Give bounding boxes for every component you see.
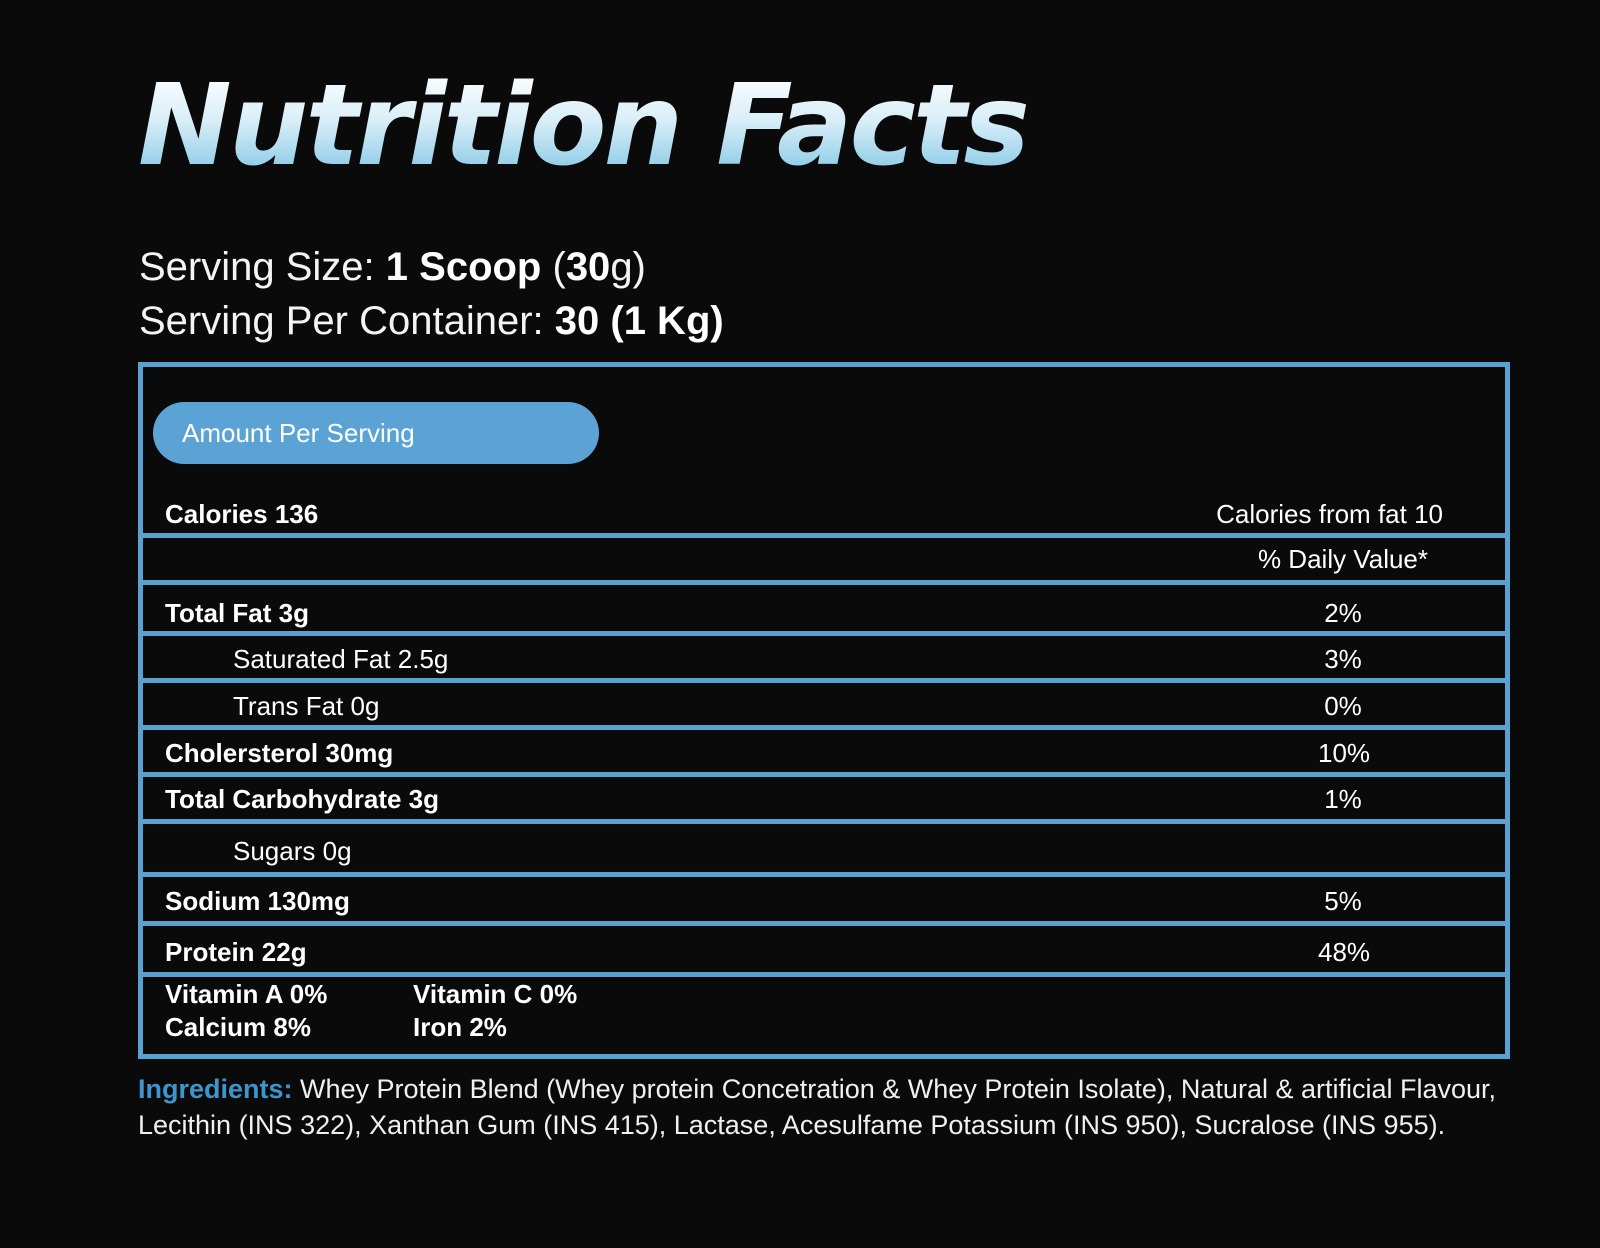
nutrition-panel: Amount Per Serving Calories 136 Calories… [138, 362, 1510, 1059]
serving-size-line: Serving Size: 1 Scoop (30g) [139, 240, 724, 294]
calcium: Calcium 8% [165, 1012, 311, 1042]
page-title: Nutrition Facts [138, 61, 1030, 191]
nutrient-label: Saturated Fat 2.5g [233, 644, 449, 674]
table-row: Trans Fat 0g 0% [143, 678, 1505, 725]
ingredients-label: Ingredients: [138, 1074, 293, 1104]
nutrient-label: Total Carbohydrate 3g [165, 784, 440, 814]
nutrient-label: Cholersterol 30mg [165, 738, 394, 768]
nutrient-percent: 5% [1324, 886, 1362, 916]
nutrient-label: Total Fat 3g [165, 598, 309, 628]
servings-per-container-line: Serving Per Container: 30 (1 Kg) [139, 294, 724, 348]
nutrient-label: Sodium 130mg [165, 886, 350, 916]
amount-per-serving-label: Amount Per Serving [182, 417, 415, 448]
vitamins-row: Vitamin A 0% Vitamin C 0% Calcium 8% Iro… [143, 972, 1505, 1054]
nutrient-percent: 1% [1324, 784, 1362, 814]
nutrient-percent: 0% [1324, 691, 1362, 721]
nutrient-percent: 3% [1324, 644, 1362, 674]
table-row: Cholersterol 30mg 10% [143, 725, 1505, 772]
table-row: Saturated Fat 2.5g 3% [143, 631, 1505, 678]
servings-per-container-value: 30 (1 Kg) [554, 299, 724, 343]
ingredients: Ingredients: Whey Protein Blend (Whey pr… [138, 1071, 1538, 1143]
servings-per-container-label: Serving Per Container: [139, 299, 555, 343]
calories-label: Calories 136 [165, 499, 319, 529]
serving-info: Serving Size: 1 Scoop (30g) Serving Per … [139, 240, 724, 348]
nutrient-percent: 48% [1318, 937, 1371, 967]
ingredients-text: Whey Protein Blend (Whey protein Concetr… [138, 1074, 1497, 1140]
table-row: Sodium 130mg 5% [143, 872, 1505, 921]
iron: Iron 2% [413, 1012, 507, 1042]
nutrient-label: Sugars 0g [233, 836, 352, 866]
nutrient-percent: 10% [1318, 738, 1371, 768]
serving-size-grams: 30 [565, 245, 611, 289]
daily-value-header: % Daily Value* [1257, 544, 1429, 574]
nutrient-label: Trans Fat 0g [233, 691, 380, 721]
serving-size-value: 1 Scoop [385, 245, 542, 289]
nutrient-label: Protein 22g [165, 937, 307, 967]
table-row: Total Fat 3g 2% [143, 580, 1505, 631]
serving-size-open: ( [541, 245, 566, 289]
vitamin-a: Vitamin A 0% [165, 979, 328, 1009]
vitamin-c: Vitamin C 0% [413, 979, 578, 1009]
serving-size-label: Serving Size: [139, 245, 386, 289]
table-row: Total Carbohydrate 3g 1% [143, 772, 1505, 819]
table-row: Protein 22g 48% [143, 921, 1505, 972]
nutrient-percent: 2% [1324, 598, 1362, 628]
daily-value-header-row: % Daily Value* [143, 533, 1505, 580]
serving-size-close: g) [610, 245, 646, 289]
amount-per-serving-pill: Amount Per Serving [153, 402, 599, 464]
table-row: Sugars 0g [143, 819, 1505, 872]
calories-from-fat: Calories from fat 10 [1216, 499, 1443, 529]
